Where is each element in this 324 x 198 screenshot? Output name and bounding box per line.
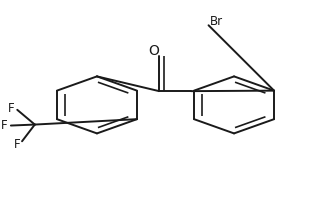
Text: F: F bbox=[14, 138, 20, 151]
Text: O: O bbox=[148, 44, 159, 58]
Text: F: F bbox=[8, 102, 15, 115]
Text: F: F bbox=[1, 119, 7, 132]
Text: Br: Br bbox=[210, 15, 223, 28]
